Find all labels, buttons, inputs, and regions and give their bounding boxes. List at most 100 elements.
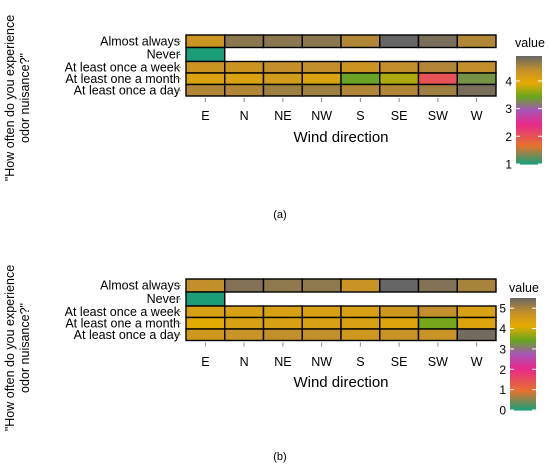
colorbar-tick-label: 2: [499, 363, 506, 377]
colorbar-strip: [510, 387, 536, 391]
colorbar-strip: [510, 361, 536, 364]
x-tick-label: W: [471, 109, 483, 123]
heatmap-cell: [340, 72, 381, 86]
colorbar-strip: [516, 160, 542, 163]
heatmap-cell: [340, 278, 381, 293]
colorbar-strip: [510, 404, 536, 407]
heatmap-cell: [456, 278, 497, 293]
heatmap-cell: [262, 305, 303, 319]
y-axis-title: "How often do you experienceodor nuisanc…: [3, 15, 32, 181]
heatmap-cell: [417, 60, 458, 74]
colorbar-strip: [510, 398, 536, 402]
heatmap-cell: [456, 305, 497, 319]
colorbar-strip: [516, 88, 542, 91]
colorbar-strip: [516, 149, 542, 152]
colorbar-tick-label: 3: [505, 102, 512, 116]
colorbar-strip: [510, 378, 536, 381]
heatmap-cell: [379, 328, 420, 342]
colorbar-strip: [510, 354, 536, 357]
colorbar-strip: [510, 346, 536, 349]
y-tick-label: At least one a month: [65, 72, 180, 86]
heatmap-cell: [301, 60, 342, 74]
colorbar-strip: [516, 77, 542, 80]
y-tick-label: At least once a week: [65, 305, 181, 319]
colorbar-strip: [516, 151, 542, 154]
x-axis-title: Wind direction: [293, 374, 388, 391]
colorbar-strip: [510, 314, 536, 318]
colorbar-strip: [516, 79, 542, 82]
heatmap-cell: [417, 305, 458, 319]
colorbar-strip: [510, 311, 536, 314]
colorbar-strip: [510, 301, 536, 305]
panel-caption: (b): [273, 451, 286, 463]
colorbar-tick-label: 1: [499, 383, 506, 397]
x-tick-label: SW: [428, 355, 448, 369]
colorbar-strip: [516, 102, 542, 106]
y-axis-title-line: odor nuisance?": [18, 53, 32, 143]
colorbar-strip: [510, 400, 536, 404]
heatmap-cell: [185, 328, 226, 342]
colorbar-strip: [510, 363, 536, 366]
colorbar-strip: [516, 97, 542, 100]
heatmap-cell: [456, 72, 497, 86]
heatmap-cell: [185, 305, 226, 319]
colorbar-strip: [516, 99, 542, 102]
colorbar-strip: [516, 110, 542, 113]
colorbar-strip: [510, 303, 536, 307]
x-tick-label: S: [356, 109, 364, 123]
colorbar-strip: [510, 305, 536, 308]
heatmap-cell: [379, 83, 420, 97]
colorbar-strip: [516, 126, 542, 129]
colorbar-strip: [516, 146, 542, 149]
heatmap-cell: [262, 83, 303, 97]
colorbar-strip: [516, 70, 542, 73]
heatmap-cell: [417, 316, 458, 330]
colorbar-strip: [510, 352, 536, 355]
y-axis-title-line: "How often do you experience: [3, 15, 17, 181]
colorbar-strip: [510, 357, 536, 361]
colorbar-strip: [516, 59, 542, 62]
colorbar-strip: [510, 372, 536, 376]
heatmap-cell: [185, 60, 226, 74]
colorbar-strip: [510, 340, 536, 344]
heatmap-cell: [224, 305, 265, 319]
colorbar-strip: [516, 68, 542, 71]
colorbar-strip: [510, 298, 536, 301]
colorbar-strip: [516, 95, 542, 98]
colorbar-strip: [516, 66, 542, 70]
x-tick-label: NW: [311, 355, 332, 369]
colorbar-strip: [516, 108, 542, 111]
colorbar-strip: [516, 92, 542, 95]
heatmap-cell: [185, 83, 226, 97]
colorbar-strip: [510, 370, 536, 374]
colorbar-strip: [516, 113, 542, 116]
x-tick-label: NE: [274, 109, 291, 123]
y-tick-label: At least once a day: [74, 328, 181, 342]
y-tick-label: At least once a week: [65, 60, 181, 74]
colorbar-strip: [516, 133, 542, 136]
colorbar-strip: [516, 104, 542, 107]
colorbar-strip: [510, 339, 536, 342]
y-tick-label: At least once a day: [74, 83, 181, 97]
colorbar-strip: [510, 382, 536, 385]
x-tick-label: SW: [428, 109, 448, 123]
heatmap-cell: [340, 60, 381, 74]
y-axis-title-line: "How often do you experience: [3, 265, 17, 431]
heatmap-cell: [224, 72, 265, 86]
colorbar-strip: [510, 318, 536, 321]
x-axis-title: Wind direction: [293, 129, 388, 146]
heatmap-cell: [301, 34, 342, 49]
heatmap-cell: [262, 34, 303, 49]
heatmap-cell: [379, 72, 420, 86]
heatmap-cell: [417, 328, 458, 342]
colorbar-strip: [516, 106, 542, 109]
colorbar-strip: [510, 389, 536, 392]
heatmap-cell: [185, 72, 226, 86]
colorbar-strip: [510, 329, 536, 333]
heatmap-cell: [224, 278, 265, 293]
colorbar-strip: [510, 391, 536, 394]
heatmap-cell: [185, 34, 226, 49]
colorbar-strip: [516, 90, 542, 93]
heatmap-cell: [224, 34, 265, 49]
